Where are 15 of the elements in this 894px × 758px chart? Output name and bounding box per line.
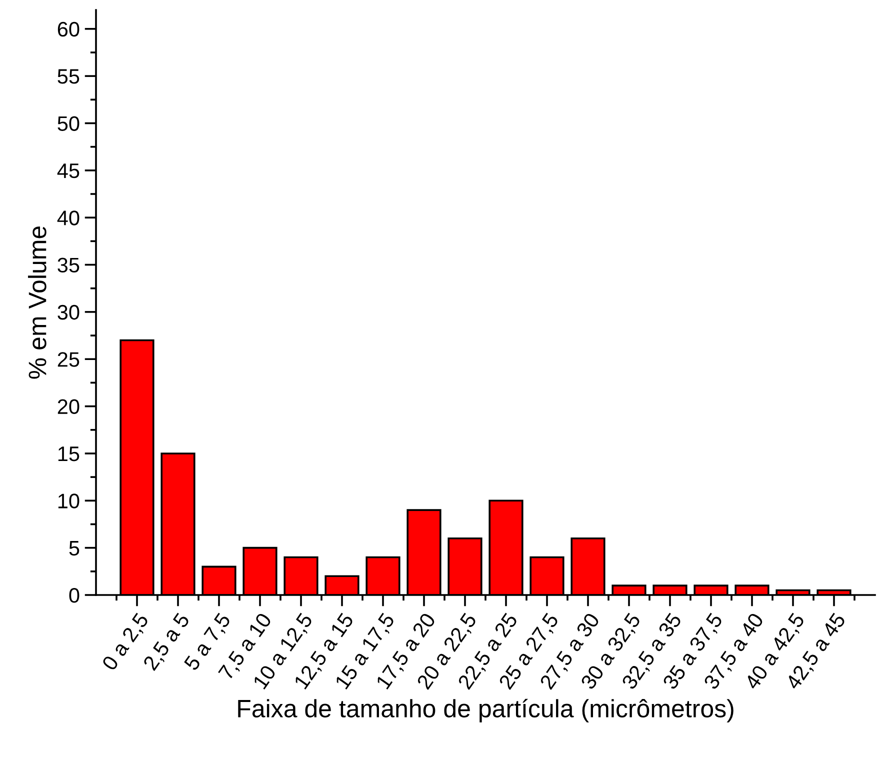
- y-tick-label: 5: [69, 541, 80, 556]
- y-tick-label: 10: [58, 494, 80, 508]
- y-tick-label: 15: [58, 446, 80, 462]
- y-tick-label: 60: [58, 22, 80, 37]
- y-tick-label: 20: [58, 399, 80, 414]
- y-tick-label: 55: [58, 69, 80, 84]
- y-tick-label: 25: [58, 352, 80, 367]
- y-tick-label: 40: [57, 210, 80, 226]
- x-axis-title: Faixa de tamanho de partícula (micrômetros): [238, 698, 734, 722]
- y-tick-label: 50: [58, 116, 80, 131]
- y-tick-label: 45: [57, 164, 80, 178]
- y-tick-label: 35: [58, 258, 80, 273]
- y-tick-label: 30: [58, 304, 80, 320]
- y-axis-title: % em Volume: [28, 226, 46, 379]
- y-tick-label: 0: [69, 588, 80, 603]
